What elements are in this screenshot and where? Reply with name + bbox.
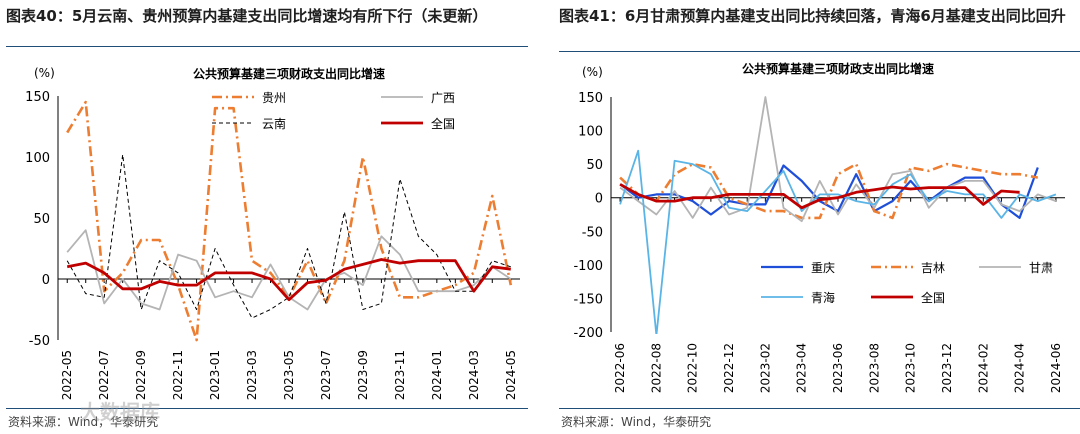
- legend-label-2: 云南: [262, 116, 286, 131]
- x-tick-label: 2022-12: [722, 343, 736, 393]
- figure-41: 图表41：6月甘肃预算内基建支出同比持续回落，青海6月基建支出同比回升 公共预算…: [553, 0, 1080, 434]
- x-tick-label: 2023-06: [831, 343, 845, 393]
- series-line-1: [619, 162, 1039, 220]
- figure-41-title: 图表41：6月甘肃预算内基建支出同比持续回落，青海6月基建支出同比回升: [559, 4, 1069, 28]
- title-rule: [559, 51, 1080, 52]
- legend-label-1: 广西: [431, 91, 455, 105]
- x-tick-label: 2023-07: [319, 350, 333, 400]
- source-rule: [559, 408, 1080, 409]
- x-tick-label: 2022-05: [60, 350, 74, 400]
- y-tick-label: -100: [573, 259, 603, 274]
- legend-label-3: 青海: [811, 290, 835, 305]
- x-tick-label: 2023-02: [758, 343, 772, 393]
- y-tick-label: 150: [25, 90, 50, 105]
- x-tick-label: 2023-04: [795, 343, 809, 393]
- x-tick-label: 2022-11: [171, 350, 185, 400]
- x-tick-label: 2024-06: [1049, 343, 1063, 393]
- y-axis-unit-label: (%): [582, 65, 603, 79]
- x-tick-label: 2024-02: [976, 343, 990, 393]
- series-line-0: [66, 100, 513, 342]
- title-rule: [6, 46, 528, 47]
- legend-label-4: 全国: [921, 290, 945, 305]
- y-tick-label: 100: [578, 125, 603, 140]
- x-tick-label: 2024-03: [467, 350, 481, 400]
- figure-41-label: 图表41：: [559, 7, 625, 25]
- x-tick-label: 2024-05: [504, 350, 518, 400]
- y-tick-label: -50: [29, 334, 50, 349]
- legend-label-0: 贵州: [262, 91, 286, 105]
- x-tick-label: 2022-09: [134, 350, 148, 400]
- x-tick-label: 2022-07: [97, 350, 111, 400]
- series-line-4: [619, 183, 1020, 210]
- watermark: 大数据库: [80, 400, 160, 424]
- y-tick-label: 0: [42, 273, 50, 288]
- x-tick-label: 2023-03: [245, 350, 259, 400]
- y-tick-label: -50: [582, 225, 603, 240]
- figure-41-source: 资料来源：Wind，华泰研究: [561, 415, 712, 429]
- y-tick-label: -150: [573, 292, 603, 307]
- x-tick-label: 2022-08: [649, 343, 663, 393]
- legend-label-3: 全国: [431, 116, 455, 131]
- figure-40-title: 图表40：5月云南、贵州预算内基建支出同比增速均有所下行（未更新）: [6, 4, 487, 28]
- y-tick-label: 100: [25, 151, 50, 166]
- x-tick-label: 2023-01: [208, 350, 222, 400]
- x-tick-label: 2024-04: [1013, 343, 1027, 393]
- series-line-0: [619, 164, 1039, 219]
- chart-right: 公共预算基建三项财政支出同比增速 (%) -200 -150 -100 -50 0 50 100…: [573, 61, 1065, 393]
- x-tick-label: 2023-10: [904, 343, 918, 393]
- chart-left: 公共预算基建三项财政支出同比增速 (%) -50 0 50 100 150 2022-05 20…: [25, 66, 520, 400]
- x-tick-label: 2022-10: [686, 343, 700, 393]
- series-line-3: [619, 149, 1057, 334]
- figure-40-source: 资料来源：Wind，华泰研究: [8, 415, 159, 429]
- series-line-2: [66, 154, 511, 319]
- legend-label-1: 吉林: [921, 261, 945, 275]
- source-rule: [6, 408, 528, 409]
- series-line-2: [619, 96, 1057, 223]
- chart-title: 公共预算基建三项财政支出同比增速: [193, 66, 385, 81]
- series-line-1: [66, 229, 512, 311]
- x-tick-label: 2023-08: [867, 343, 881, 393]
- x-tick-label: 2024-01: [430, 350, 444, 400]
- y-tick-label: -200: [573, 326, 603, 341]
- y-tick-label: 50: [586, 158, 603, 173]
- x-tick-label: 2023-09: [356, 350, 370, 400]
- y-tick-label: 0: [595, 192, 603, 207]
- y-tick-label: 50: [33, 212, 50, 227]
- series-line-3: [66, 258, 511, 302]
- figure-40-label: 图表40：: [6, 7, 72, 25]
- legend-label-0: 重庆: [811, 261, 835, 275]
- x-tick-label: 2023-12: [940, 343, 954, 393]
- x-tick-label: 2022-06: [613, 343, 627, 393]
- figure-41-heading: 6月甘肃预算内基建支出同比持续回落，青海6月基建支出同比回升: [624, 7, 1066, 25]
- figure-40: 图表40：5月云南、贵州预算内基建支出同比增速均有所下行（未更新） 公共预算基建…: [0, 0, 528, 434]
- figure-40-heading: 5月云南、贵州预算内基建支出同比增速均有所下行（未更新）: [71, 7, 488, 25]
- x-tick-label: 2023-05: [282, 350, 296, 400]
- legend-label-2: 甘肃: [1029, 261, 1053, 275]
- y-axis-unit-label: (%): [34, 66, 55, 80]
- y-tick-label: 150: [578, 91, 603, 106]
- chart-title: 公共预算基建三项财政支出同比增速: [742, 61, 934, 76]
- x-tick-label: 2023-11: [393, 350, 407, 400]
